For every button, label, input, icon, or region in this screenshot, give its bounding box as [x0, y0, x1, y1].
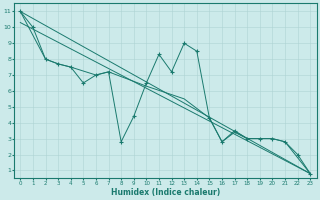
X-axis label: Humidex (Indice chaleur): Humidex (Indice chaleur): [111, 188, 220, 197]
